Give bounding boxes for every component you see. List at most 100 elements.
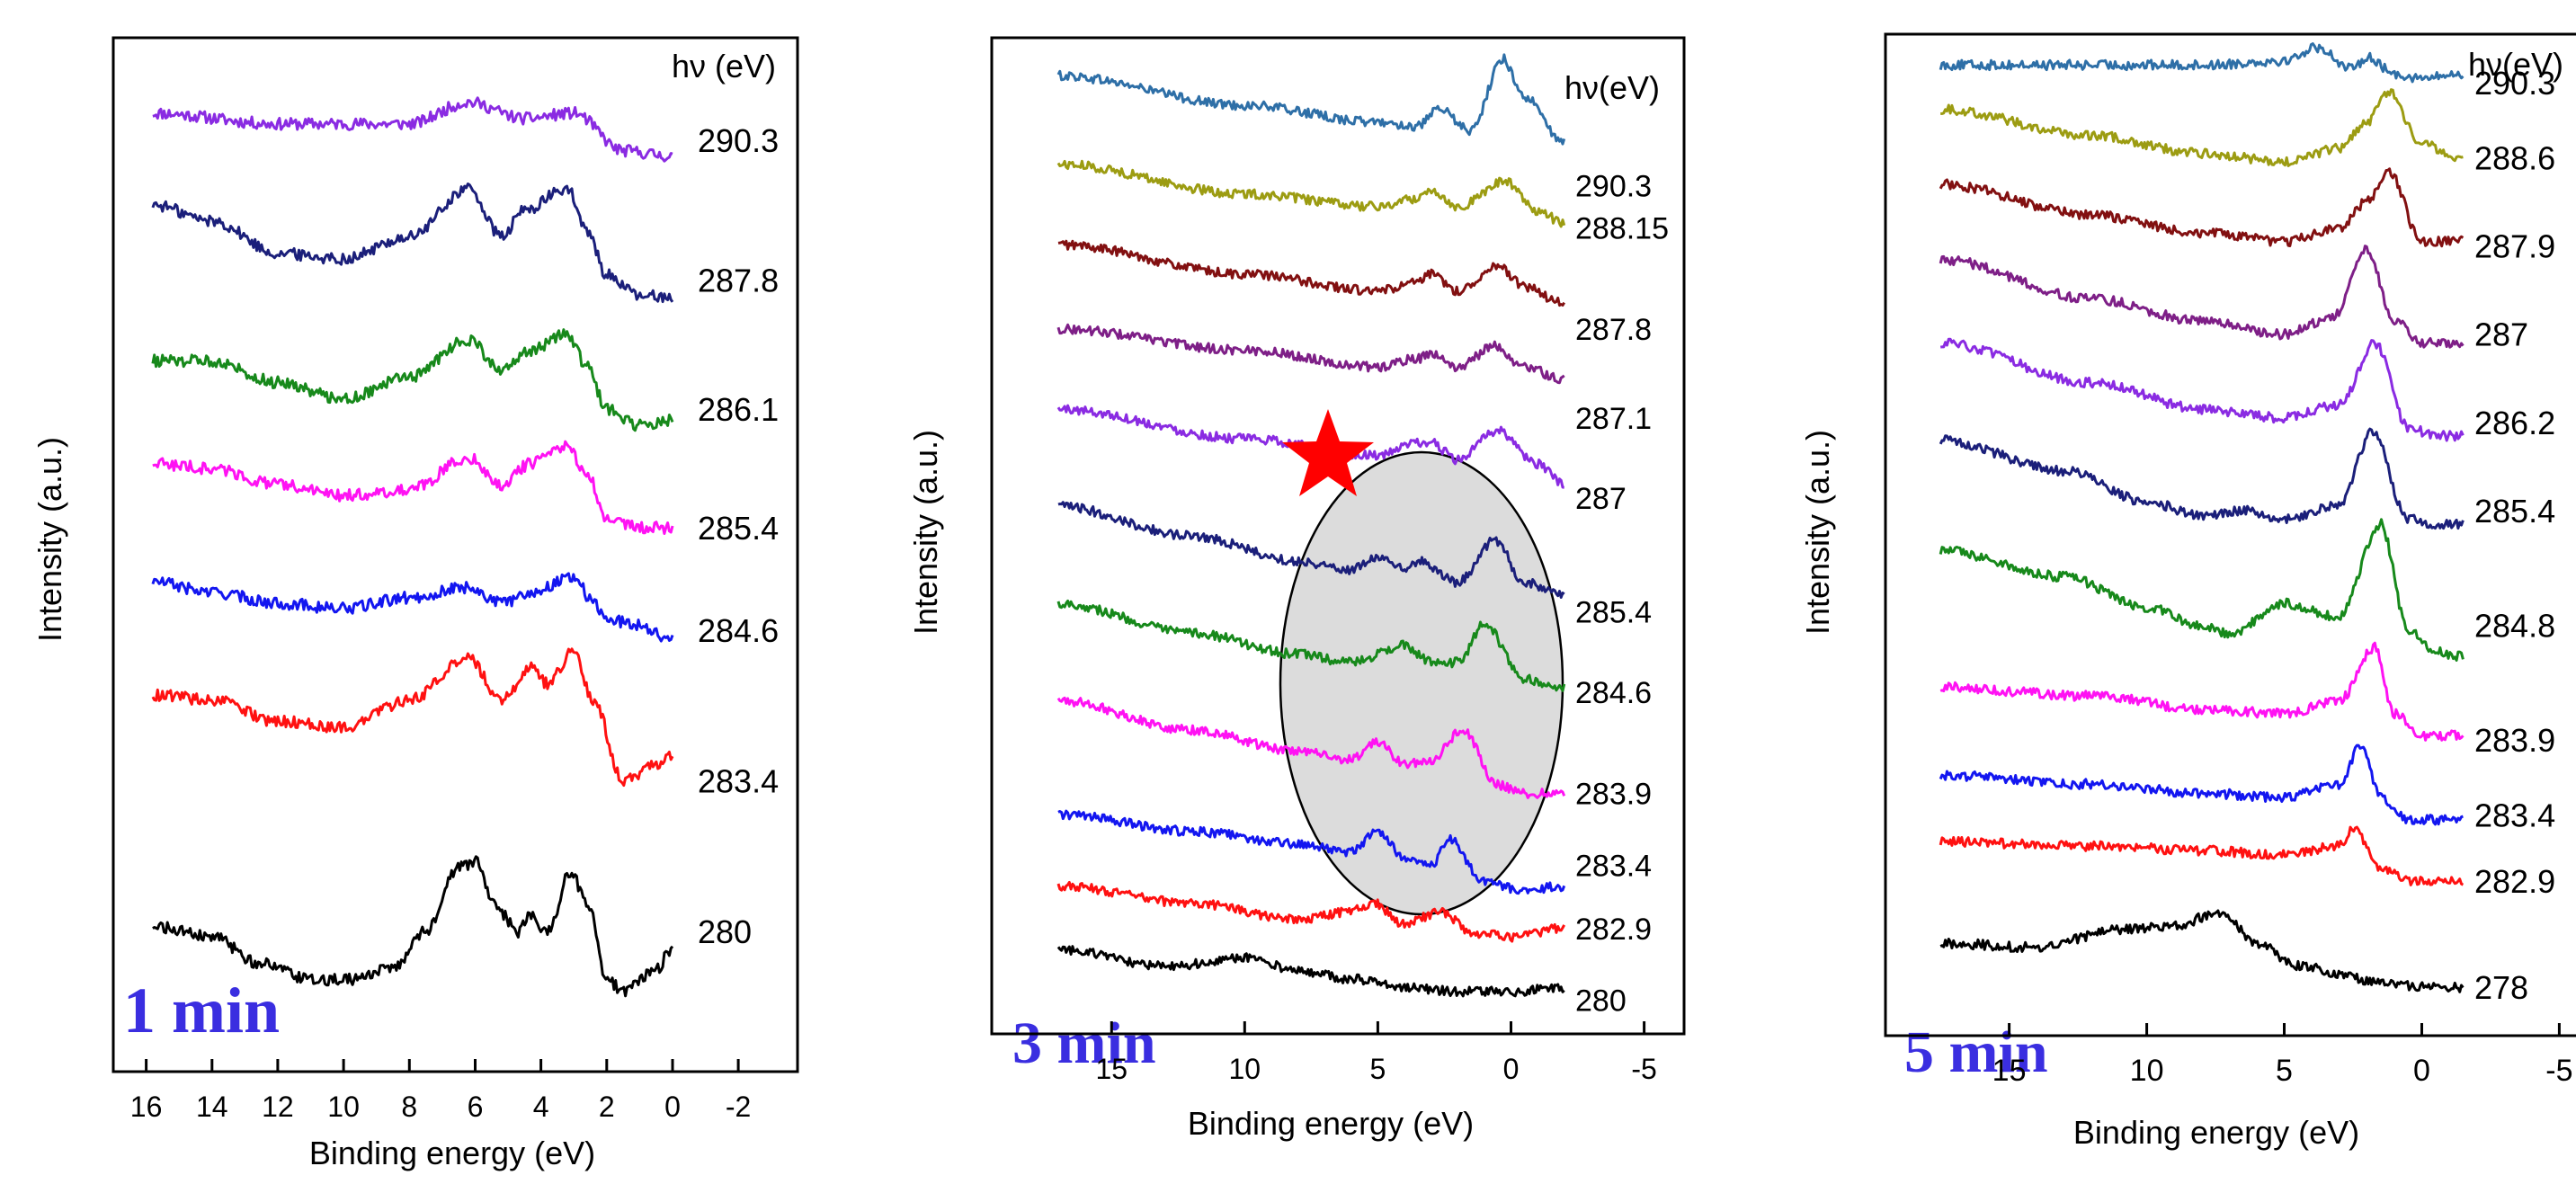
xtick-label: 15 [1992, 1054, 2027, 1088]
series-label-290-3: 290.3 [2474, 65, 2555, 102]
series-line-288-6 [1940, 88, 2464, 167]
series-line-290-3 [1939, 42, 2465, 84]
series-label-282-9: 282.9 [1575, 913, 1652, 947]
series-line-290-3 [152, 96, 673, 163]
series-line-285-4 [1939, 427, 2465, 530]
legend-title-1min: hν (eV) [672, 48, 776, 85]
series-labels-1min: 290.3 287.8 286.1 285.4 284.6 283.4 280 [698, 122, 779, 950]
ylabel-1min: Intensity (a.u.) [31, 437, 68, 642]
series-label-287: 287 [2474, 316, 2528, 353]
series-labels-5min: 290.3 288.6 287.9 287 286.2 285.4 284.8 283.9 28… [2474, 65, 2555, 1006]
xticks-5min: 15 10 5 0 -5 [1992, 1023, 2573, 1088]
series-line-287-9 [1939, 167, 2465, 248]
star-marker [1282, 409, 1374, 496]
series-label-282-9: 282.9 [2474, 863, 2555, 900]
series-label-287-9: 287.9 [2474, 228, 2555, 265]
series-label-285-4: 285.4 [1575, 596, 1652, 630]
series-line-286-1 [151, 328, 674, 432]
xlabel-5min: Binding energy (eV) [2073, 1114, 2359, 1151]
plot-frame-3min [990, 36, 1686, 1036]
series-line-290-3 [1056, 53, 1566, 146]
series-label-287: 287 [1575, 482, 1627, 516]
series-label-290-3: 290.3 [698, 122, 779, 159]
xtick-label: 2 [599, 1091, 615, 1123]
series-line-283-4 [1057, 809, 1566, 895]
series-line-280 [1056, 945, 1565, 998]
legend-title-3min: hν(eV) [1564, 69, 1660, 106]
series-line-285-4 [1057, 501, 1565, 599]
panel-1min: Intensity (a.u.) Binding energy (eV) hν … [31, 36, 799, 1171]
series-label-278: 278 [2474, 969, 2528, 1006]
series-label-280: 280 [1575, 984, 1627, 1019]
xtick-label: 8 [401, 1091, 417, 1123]
ylabel-5min: Intensity (a.u.) [1799, 430, 1836, 635]
xtick-label: 4 [533, 1091, 549, 1123]
xtick-label: 10 [327, 1091, 360, 1123]
panel-label-1min: 1 min [123, 975, 280, 1046]
xtick-label: 16 [130, 1091, 163, 1123]
series-label-283-4: 283.4 [698, 763, 779, 800]
panel-label-3min: 3 min [1012, 1010, 1156, 1076]
panel-3min: Intensity (a.u.) Binding energy (eV) hν(… [907, 36, 1686, 1142]
series-label-288-15: 288.15 [1575, 212, 1669, 246]
series-label-284-8: 284.8 [2474, 608, 2555, 645]
series-label-283-9: 283.9 [2474, 722, 2555, 759]
xtick-label: -2 [726, 1091, 751, 1123]
series-line-287-1 [1056, 323, 1565, 385]
series-line-282-9 [1939, 825, 2465, 886]
series-label-283-4: 283.4 [2474, 797, 2555, 834]
series-group-1min [151, 96, 674, 998]
legend-title-5min: hν(eV) [2468, 46, 2563, 83]
series-line-287-8 [151, 183, 674, 304]
series-label-287-1: 287.1 [1575, 402, 1652, 436]
series-group-5min [1939, 42, 2465, 993]
xtick-label: 0 [2413, 1054, 2430, 1088]
xlabel-1min: Binding energy (eV) [309, 1135, 595, 1171]
series-label-284-6: 284.6 [1575, 676, 1652, 710]
series-label-284-6: 284.6 [698, 612, 779, 649]
series-line-283-9 [1056, 696, 1566, 799]
series-label-286-1: 286.1 [698, 391, 779, 428]
series-line-280 [152, 855, 674, 998]
series-line-284-6 [1056, 599, 1566, 692]
series-group-3min [1056, 53, 1566, 998]
series-line-286-2 [1939, 337, 2465, 442]
series-labels-3min: 290.3 288.15 287.8 287.1 287 285.4 284.6 283.9 2… [1575, 170, 1669, 1019]
series-line-278 [1939, 909, 2465, 993]
xtick-label: 15 [1096, 1053, 1128, 1085]
ylabel-3min: Intensity (a.u.) [907, 430, 944, 635]
series-line-283-4 [1939, 743, 2464, 826]
series-label-283-9: 283.9 [1575, 778, 1652, 812]
xticks-3min: 15 10 5 0 -5 [1096, 1021, 1657, 1085]
xtick-label: 5 [1370, 1053, 1386, 1085]
series-label-290-3: 290.3 [1575, 170, 1652, 204]
series-line-285-4 [152, 440, 674, 535]
plot-frame-5min [1884, 32, 2576, 1037]
xtick-label: 5 [2276, 1054, 2293, 1088]
xtick-label: 10 [1229, 1053, 1261, 1085]
series-label-283-4: 283.4 [1575, 849, 1652, 883]
xtick-label: -5 [1631, 1053, 1656, 1085]
series-line-287-8 [1057, 239, 1565, 307]
series-line-282-9 [1056, 880, 1566, 943]
xtick-label: 6 [468, 1091, 484, 1123]
series-label-280: 280 [698, 913, 752, 950]
xlabel-3min: Binding energy (eV) [1188, 1105, 1474, 1142]
series-label-286-2: 286.2 [2474, 405, 2555, 441]
series-line-288-15 [1056, 159, 1566, 228]
series-line-284-6 [151, 572, 674, 643]
plot-frame-1min [111, 36, 799, 1073]
series-line-283-9 [1939, 641, 2465, 742]
xtick-label: 0 [1503, 1053, 1520, 1085]
xtick-label: -5 [2545, 1054, 2572, 1088]
series-label-287-8: 287.8 [698, 263, 779, 299]
xtick-label: 0 [664, 1091, 681, 1123]
panel-5min: Intensity (a.u.) Binding energy (eV) hν(… [1799, 32, 2576, 1151]
series-line-283-4 [151, 647, 674, 788]
series-line-287 [1939, 245, 2465, 349]
xtick-label: 14 [196, 1091, 228, 1123]
series-label-288-6: 288.6 [2474, 139, 2555, 176]
panel-label-5min: 5 min [1904, 1019, 2048, 1085]
series-label-287-8: 287.8 [1575, 313, 1652, 347]
